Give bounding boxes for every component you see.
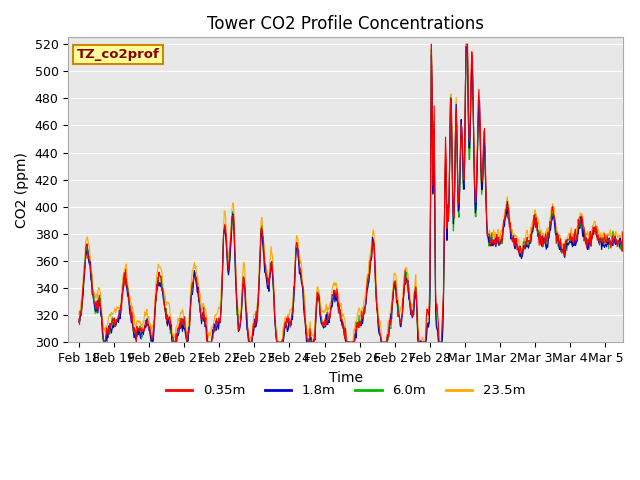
6.0m: [287, 323, 295, 328]
Line: 23.5m: 23.5m: [79, 47, 623, 342]
1.8m: [75, 318, 83, 324]
0.35m: [239, 274, 247, 280]
23.5m: [462, 44, 470, 50]
6.0m: [462, 44, 470, 50]
6.0m: [619, 234, 627, 240]
Title: Tower CO2 Profile Concentrations: Tower CO2 Profile Concentrations: [207, 15, 484, 33]
1.8m: [438, 339, 446, 345]
6.0m: [100, 339, 108, 345]
1.8m: [619, 239, 627, 245]
6.0m: [408, 308, 415, 313]
1.8m: [287, 322, 295, 328]
0.35m: [408, 313, 415, 319]
1.8m: [408, 309, 415, 315]
23.5m: [239, 273, 246, 279]
0.35m: [140, 328, 147, 334]
1.8m: [140, 332, 147, 337]
Text: TZ_co2prof: TZ_co2prof: [77, 48, 159, 61]
0.35m: [287, 318, 295, 324]
23.5m: [275, 339, 282, 345]
6.0m: [239, 274, 247, 280]
23.5m: [266, 260, 273, 266]
1.8m: [462, 44, 470, 50]
Line: 1.8m: 1.8m: [79, 47, 623, 342]
0.35m: [428, 41, 435, 47]
6.0m: [140, 330, 147, 336]
Line: 0.35m: 0.35m: [79, 44, 623, 342]
6.0m: [266, 268, 274, 274]
0.35m: [75, 316, 83, 322]
0.35m: [266, 267, 274, 273]
6.0m: [75, 319, 83, 325]
0.35m: [619, 229, 627, 235]
1.8m: [266, 271, 274, 277]
23.5m: [287, 308, 295, 314]
Line: 6.0m: 6.0m: [79, 47, 623, 342]
23.5m: [438, 338, 446, 344]
1.8m: [100, 339, 108, 345]
23.5m: [408, 300, 415, 306]
0.35m: [439, 306, 447, 312]
23.5m: [139, 324, 147, 329]
23.5m: [619, 234, 627, 240]
Legend: 0.35m, 1.8m, 6.0m, 23.5m: 0.35m, 1.8m, 6.0m, 23.5m: [161, 379, 531, 403]
0.35m: [100, 339, 108, 345]
6.0m: [438, 339, 446, 345]
Y-axis label: CO2 (ppm): CO2 (ppm): [15, 152, 29, 228]
X-axis label: Time: Time: [328, 371, 363, 384]
1.8m: [239, 281, 247, 287]
23.5m: [75, 312, 83, 317]
